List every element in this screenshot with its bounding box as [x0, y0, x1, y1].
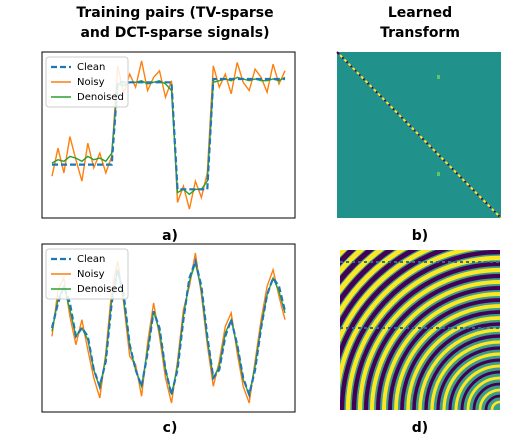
series-line — [52, 77, 285, 191]
diagonal — [336, 51, 502, 219]
title-line: and DCT-sparse signals) — [80, 25, 269, 41]
legend-label: Denoised — [77, 92, 124, 103]
legend-box — [45, 248, 129, 300]
series-line — [50, 257, 287, 399]
title-line: Transform — [380, 25, 460, 41]
series-line — [51, 252, 286, 404]
panel-label: b) — [412, 228, 428, 244]
legend-label: Noisy — [77, 77, 105, 88]
series-line — [51, 60, 286, 210]
heatmap-d — [340, 250, 500, 410]
title-line: Learned — [388, 5, 452, 21]
title-line: Training pairs (TV-sparse — [76, 5, 273, 21]
spot — [437, 75, 440, 79]
legend-label: Clean — [77, 62, 105, 73]
heatmap-b — [336, 51, 502, 219]
legend-label: Noisy — [77, 269, 105, 280]
panel-label: c) — [163, 420, 178, 436]
plots: Clean Noisy Denoised Clean Noisy Denoised — [41, 51, 296, 413]
legend-label: Denoised — [77, 284, 124, 295]
series-line — [51, 76, 286, 196]
legend-box — [45, 56, 129, 108]
spot — [437, 172, 440, 176]
panel-label: a) — [162, 228, 178, 244]
panel-label: d) — [412, 420, 428, 436]
legend-label: Clean — [77, 254, 105, 265]
